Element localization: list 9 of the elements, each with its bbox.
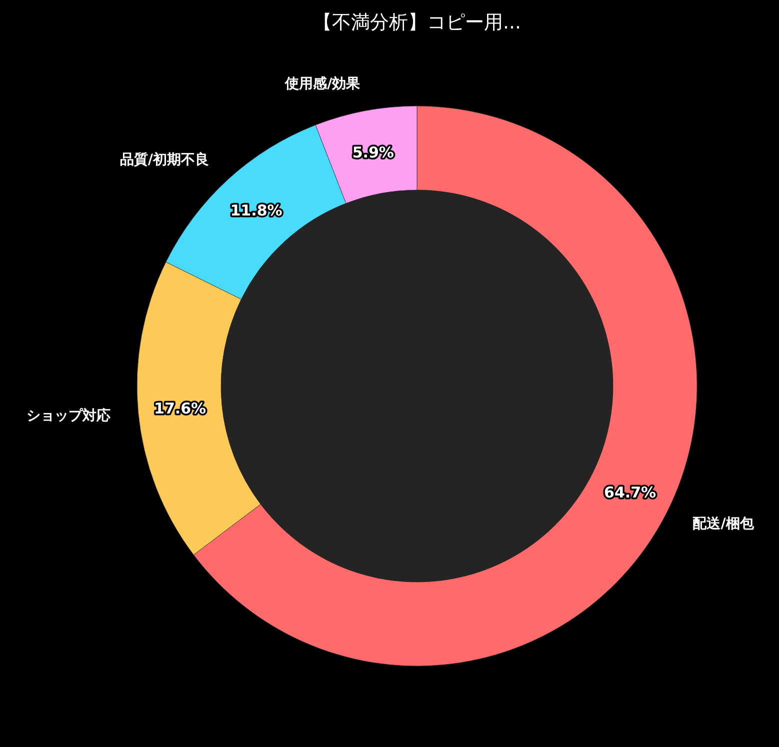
data-label: 5.9%: [352, 143, 394, 162]
slice-label: 品質/初期不良: [120, 150, 209, 168]
data-label: 64.7%: [604, 483, 656, 502]
slice-label: ショップ対応: [26, 406, 110, 424]
slice-label: 配送/梱包: [692, 516, 755, 532]
data-label: 17.6%: [154, 400, 206, 418]
data-label: 11.8%: [230, 202, 282, 220]
slice-label: 使用感/効果: [284, 76, 362, 92]
chart-title: 【不満分析】コピー用...: [312, 12, 522, 34]
